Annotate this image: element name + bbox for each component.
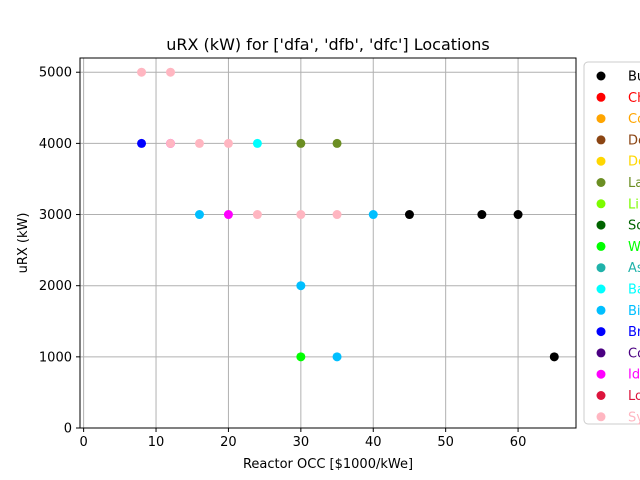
data-point xyxy=(296,210,306,220)
chart-title: uRX (kW) for ['dfa', 'dfb', 'dfc'] Locat… xyxy=(166,35,489,54)
y-tick-label: 1000 xyxy=(39,350,72,365)
x-tick-label: 30 xyxy=(293,435,310,450)
data-point xyxy=(332,352,342,362)
legend-label: La xyxy=(628,176,640,191)
legend-marker xyxy=(596,199,606,209)
grid-lines xyxy=(80,58,576,429)
data-points xyxy=(137,67,559,362)
legend-marker xyxy=(596,156,606,166)
data-point xyxy=(332,210,342,220)
legend-label: Ba xyxy=(628,283,640,298)
x-tick-label: 60 xyxy=(510,435,527,450)
x-tick-label: 20 xyxy=(220,435,237,450)
legend-label: Br xyxy=(628,325,640,340)
x-axis-title: Reactor OCC [$1000/kWe] xyxy=(243,457,413,472)
legend-label: De xyxy=(628,155,640,170)
legend-label: Sy xyxy=(628,410,640,425)
data-point xyxy=(137,138,147,148)
data-point xyxy=(296,352,306,362)
legend-marker xyxy=(596,220,606,230)
legend-label: Co xyxy=(628,112,640,127)
legend-label: De xyxy=(628,133,640,148)
y-tick-label: 0 xyxy=(64,422,72,437)
data-point xyxy=(332,138,342,148)
y-tick-label: 4000 xyxy=(39,137,72,152)
data-point xyxy=(296,281,306,291)
y-tick-label: 2000 xyxy=(39,279,72,294)
x-tick-label: 40 xyxy=(365,435,382,450)
legend-marker xyxy=(596,305,606,315)
data-point xyxy=(549,352,559,362)
legend-label: Id xyxy=(628,368,640,383)
legend-marker xyxy=(596,327,606,337)
legend-marker xyxy=(596,412,606,422)
y-tick-label: 5000 xyxy=(39,66,72,81)
legend-label: Lo xyxy=(628,389,640,404)
data-point xyxy=(137,67,147,77)
legend-label: Bu xyxy=(628,70,640,85)
plot-frame xyxy=(79,57,577,429)
data-point xyxy=(223,210,233,220)
legend-marker xyxy=(596,241,606,251)
data-point xyxy=(477,210,487,220)
legend: Bu Ch Co De De La Li So W As Ba Bi Br Co Id Lo Sy xyxy=(583,61,640,425)
data-point xyxy=(513,210,523,220)
data-point xyxy=(194,210,204,220)
legend-marker xyxy=(596,92,606,102)
legend-marker xyxy=(596,284,606,294)
data-point xyxy=(166,138,176,148)
legend-marker xyxy=(596,135,606,145)
data-point xyxy=(223,138,233,148)
legend-label: So xyxy=(628,219,640,234)
legend-label: W xyxy=(628,240,640,255)
x-tick-label: 0 xyxy=(79,435,87,450)
legend-marker xyxy=(596,263,606,273)
legend-marker xyxy=(596,369,606,379)
data-point xyxy=(252,210,262,220)
x-tick-label: 10 xyxy=(148,435,165,450)
y-tick-label: 3000 xyxy=(39,208,72,223)
data-point xyxy=(252,138,262,148)
data-point xyxy=(166,67,176,77)
legend-marker xyxy=(596,178,606,187)
legend-label: Co xyxy=(628,346,640,361)
data-point xyxy=(194,138,204,148)
data-point xyxy=(296,138,306,148)
axis-ticks: 0 10 20 30 40 50 60 0 1000 2000 3000 4000 5000 xyxy=(39,66,526,450)
legend-label: Li xyxy=(628,197,639,212)
x-tick-label: 50 xyxy=(437,435,454,450)
legend-marker xyxy=(596,348,606,358)
data-point xyxy=(368,210,378,220)
legend-label: As xyxy=(628,261,640,276)
y-axis-title: uRX (kW) xyxy=(16,213,31,274)
legend-marker xyxy=(596,71,606,81)
legend-label: Bi xyxy=(628,304,640,319)
legend-marker xyxy=(596,391,606,400)
data-point xyxy=(404,210,414,220)
legend-marker xyxy=(596,114,606,124)
legend-label: Ch xyxy=(628,91,640,106)
